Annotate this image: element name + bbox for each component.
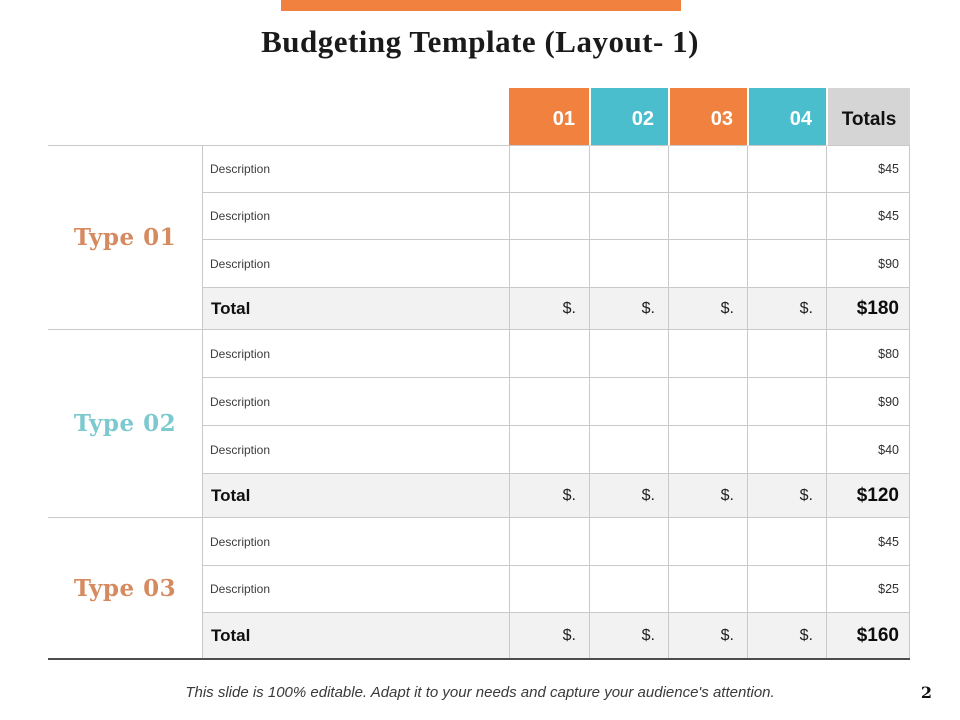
amount-cell: $40	[826, 426, 910, 474]
column-header-04: 04	[747, 88, 826, 146]
total-month-cell: $.	[509, 613, 589, 658]
row-label: Description	[202, 518, 509, 566]
month-cell	[509, 240, 589, 288]
amount-cell: $90	[826, 240, 910, 288]
month-cell	[589, 240, 668, 288]
total-month-cell: $.	[747, 474, 826, 518]
row-label: Description	[202, 193, 509, 240]
row-label: Description	[202, 240, 509, 288]
group-total: $160	[826, 613, 910, 658]
total-month-cell: $.	[668, 288, 747, 330]
month-cell	[509, 330, 589, 378]
group-total: $180	[826, 288, 910, 330]
total-month-cell: $.	[589, 288, 668, 330]
month-cell	[509, 426, 589, 474]
month-cell	[747, 240, 826, 288]
total-row-label: Total	[202, 474, 509, 518]
row-label: Description	[202, 146, 509, 193]
month-cell	[747, 518, 826, 566]
top-accent-bar	[281, 0, 681, 11]
month-cell	[668, 378, 747, 426]
month-cell	[668, 518, 747, 566]
total-row-label: Total	[202, 613, 509, 658]
month-cell	[509, 378, 589, 426]
type-label-1: Type 01	[48, 146, 202, 330]
total-month-cell: $.	[747, 288, 826, 330]
row-label: Description	[202, 378, 509, 426]
column-header-totals: Totals	[826, 88, 910, 146]
total-month-cell: $.	[589, 613, 668, 658]
page-title: Budgeting Template (Layout- 1)	[261, 24, 699, 59]
amount-cell: $45	[826, 193, 910, 240]
month-cell	[668, 426, 747, 474]
total-month-cell: $.	[589, 474, 668, 518]
group-total: $120	[826, 474, 910, 518]
month-cell	[747, 330, 826, 378]
month-cell	[668, 330, 747, 378]
month-cell	[747, 193, 826, 240]
column-header-02: 02	[589, 88, 668, 146]
month-cell	[747, 426, 826, 474]
amount-cell: $45	[826, 146, 910, 193]
month-cell	[747, 146, 826, 193]
column-header-01: 01	[509, 88, 589, 146]
row-label: Description	[202, 566, 509, 613]
page-number: 2	[920, 683, 932, 702]
month-cell	[589, 330, 668, 378]
row-label: Description	[202, 426, 509, 474]
month-cell	[668, 193, 747, 240]
month-cell	[589, 426, 668, 474]
total-month-cell: $.	[747, 613, 826, 658]
total-month-cell: $.	[668, 613, 747, 658]
total-month-cell: $.	[509, 474, 589, 518]
amount-cell: $80	[826, 330, 910, 378]
total-row-label: Total	[202, 288, 509, 330]
month-cell	[747, 566, 826, 613]
budget-table: 01 02 03 04 Totals Type 01 Description $…	[48, 88, 910, 660]
amount-cell: $45	[826, 518, 910, 566]
amount-cell: $25	[826, 566, 910, 613]
total-month-cell: $.	[668, 474, 747, 518]
column-header-03: 03	[668, 88, 747, 146]
month-cell	[747, 378, 826, 426]
month-cell	[668, 566, 747, 613]
amount-cell: $90	[826, 378, 910, 426]
month-cell	[509, 518, 589, 566]
type-label-2: Type 02	[48, 330, 202, 518]
month-cell	[589, 378, 668, 426]
row-label: Description	[202, 330, 509, 378]
month-cell	[509, 566, 589, 613]
month-cell	[668, 146, 747, 193]
month-cell	[509, 146, 589, 193]
month-cell	[589, 193, 668, 240]
month-cell	[509, 193, 589, 240]
month-cell	[589, 518, 668, 566]
total-month-cell: $.	[509, 288, 589, 330]
month-cell	[668, 240, 747, 288]
header-blank-cell	[48, 88, 509, 146]
month-cell	[589, 566, 668, 613]
footer-note: This slide is 100% editable. Adapt it to…	[185, 684, 775, 701]
month-cell	[589, 146, 668, 193]
type-label-3: Type 03	[73, 574, 177, 602]
